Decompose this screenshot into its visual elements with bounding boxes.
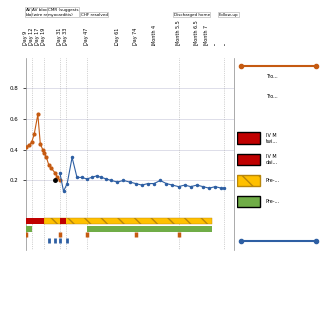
Text: IV M
dai...: IV M dai... [266, 154, 278, 165]
Text: Day 17: Day 17 [35, 28, 40, 45]
Text: Discharged home: Discharged home [174, 13, 210, 17]
Text: Month 4: Month 4 [152, 25, 156, 45]
FancyBboxPatch shape [237, 132, 260, 144]
Text: Day 61: Day 61 [115, 28, 120, 45]
Text: Day 9: Day 9 [23, 31, 28, 45]
Text: Day 47: Day 47 [84, 28, 89, 45]
FancyBboxPatch shape [237, 175, 260, 186]
Text: Month 5.5: Month 5.5 [176, 20, 181, 45]
FancyBboxPatch shape [237, 154, 260, 165]
Text: Pre-...: Pre-... [266, 199, 280, 204]
Text: Day 33: Day 33 [63, 28, 68, 45]
Text: Day 74: Day 74 [133, 28, 138, 45]
Text: Tro...: Tro... [266, 93, 277, 99]
Text: CHF resolved: CHF resolved [81, 13, 108, 17]
Text: CMR (suggests
myocarditis): CMR (suggests myocarditis) [48, 8, 78, 17]
Text: Month 7: Month 7 [204, 25, 209, 45]
Text: Follow-up: Follow-up [219, 13, 238, 17]
Text: Tro...: Tro... [266, 74, 277, 79]
Text: AV
block: AV block [26, 8, 36, 17]
Text: Day 31: Day 31 [57, 28, 62, 45]
Text: Day 12: Day 12 [29, 28, 34, 45]
Text: Pre-...: Pre-... [266, 178, 280, 183]
Text: AV block resolved
(wire removed): AV block resolved (wire removed) [32, 8, 68, 17]
FancyBboxPatch shape [237, 196, 260, 207]
Text: IV M
twi...: IV M twi... [266, 133, 278, 144]
Text: Month 6.5: Month 6.5 [194, 20, 199, 45]
Text: Day 19: Day 19 [42, 28, 46, 45]
